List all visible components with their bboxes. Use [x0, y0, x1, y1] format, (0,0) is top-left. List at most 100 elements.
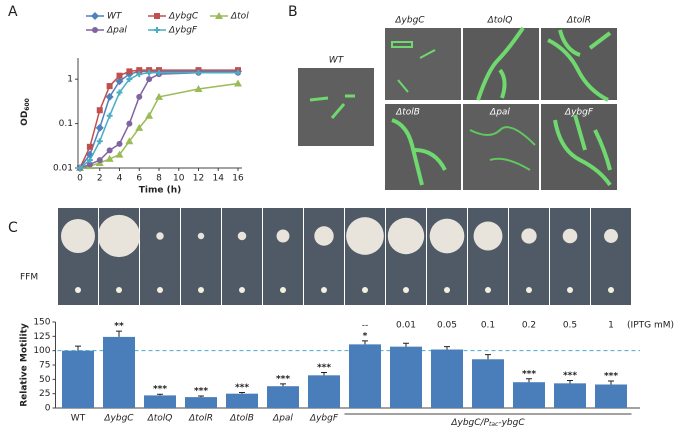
marker	[106, 147, 113, 154]
cells	[309, 94, 355, 119]
y-tick-label: 0.01	[53, 164, 73, 174]
inoculum	[567, 287, 573, 293]
legend-label: Δpal	[106, 26, 127, 36]
marker	[86, 157, 93, 164]
marker	[96, 138, 103, 145]
marker	[116, 72, 123, 79]
inoculum	[526, 287, 532, 293]
error-bar	[321, 371, 327, 376]
swarm	[346, 217, 384, 255]
inoculum	[157, 287, 163, 293]
y-tick-label: 125	[33, 332, 50, 342]
error-bar	[444, 346, 450, 350]
y-tick-label: 0.1	[59, 119, 73, 129]
marker	[215, 12, 223, 19]
group-label: ΔybgC/Ptac-ybgC	[450, 418, 525, 428]
marker	[96, 157, 103, 164]
x-tick-label: 2	[97, 174, 103, 184]
bar	[349, 344, 381, 408]
swarm	[473, 221, 503, 251]
x-tick-label: 4	[117, 174, 123, 184]
inoculum	[608, 287, 614, 293]
strain-label: ΔtolR	[566, 16, 591, 26]
cells	[469, 126, 536, 171]
row-label: FFM	[20, 273, 38, 283]
y-tick-label: 0	[45, 404, 51, 414]
marker	[86, 161, 93, 168]
marker	[136, 71, 143, 78]
marker	[126, 76, 133, 83]
significance: *	[363, 331, 368, 341]
cells	[391, 118, 447, 186]
marker	[155, 92, 163, 100]
x-tick-label: ΔybgF	[309, 414, 339, 424]
bar	[554, 383, 586, 408]
marker	[115, 150, 124, 158]
swarm	[314, 226, 334, 246]
y-tick-label: 1	[67, 75, 73, 85]
cells	[476, 26, 525, 101]
y-tick-label: 100	[33, 346, 50, 356]
micrograph	[463, 28, 539, 100]
marker	[77, 165, 83, 171]
x-tick-label: Δpal	[272, 414, 293, 424]
marker	[95, 123, 104, 132]
error-bar	[198, 395, 204, 398]
significance: ***	[276, 374, 290, 384]
inoculum	[75, 287, 81, 293]
iptg-label: 0.1	[481, 321, 495, 331]
legend-label: Δtol	[230, 12, 249, 22]
strain-label: ΔybgF	[564, 108, 594, 118]
swarm	[156, 232, 164, 240]
bar	[103, 336, 135, 408]
strain-label: Δpal	[489, 108, 510, 118]
marker	[135, 123, 144, 131]
series-line	[79, 70, 238, 169]
micrograph	[385, 104, 461, 190]
marker	[234, 79, 242, 87]
legend-label: ΔybgC	[168, 12, 199, 22]
error-bar	[567, 379, 573, 384]
error-bar	[116, 330, 122, 337]
bar	[144, 395, 176, 408]
panel-label: C	[8, 220, 18, 236]
swarm	[429, 218, 465, 254]
group-label-part: ΔybgC/P	[450, 418, 489, 428]
y-tick-label: 25	[39, 389, 50, 399]
error-bar	[608, 380, 614, 385]
x-tick-label: 12	[193, 174, 204, 184]
marker	[92, 27, 98, 33]
significance: **	[114, 322, 124, 332]
swarm	[604, 229, 618, 243]
iptg-unit: (IPTG mM)	[627, 321, 674, 331]
significance: ***	[235, 383, 249, 393]
y-axis-label-main: OD	[20, 111, 30, 126]
micrograph	[298, 68, 374, 146]
panel-label: A	[8, 4, 18, 20]
marker	[154, 27, 160, 33]
y-axis-label: Relative Motility	[20, 323, 30, 407]
marker	[194, 85, 203, 93]
swarm	[97, 214, 141, 258]
y-tick-label: 50	[39, 375, 51, 385]
x-tick-label: ΔtolB	[229, 414, 254, 424]
marker	[125, 137, 134, 145]
iptg-label: --	[362, 321, 369, 331]
microscopy: WT ΔybgC ΔtolQ ΔtolR ΔtolB Δpal ΔybgF	[298, 16, 617, 190]
swarm	[562, 228, 578, 244]
error-bar	[157, 393, 163, 396]
marker	[235, 69, 241, 76]
y-axis-label: OD600	[20, 98, 31, 126]
marker	[105, 154, 114, 162]
micrograph	[463, 104, 539, 190]
bar	[431, 349, 463, 408]
error-bar	[239, 392, 245, 394]
series-line	[79, 69, 238, 169]
bar	[62, 350, 94, 408]
bar	[513, 382, 545, 408]
x-tick-label: WT	[71, 414, 86, 424]
error-bar	[403, 342, 409, 347]
marker	[105, 92, 114, 101]
inoculum	[362, 287, 368, 293]
x-tick-label: 14	[213, 174, 225, 184]
